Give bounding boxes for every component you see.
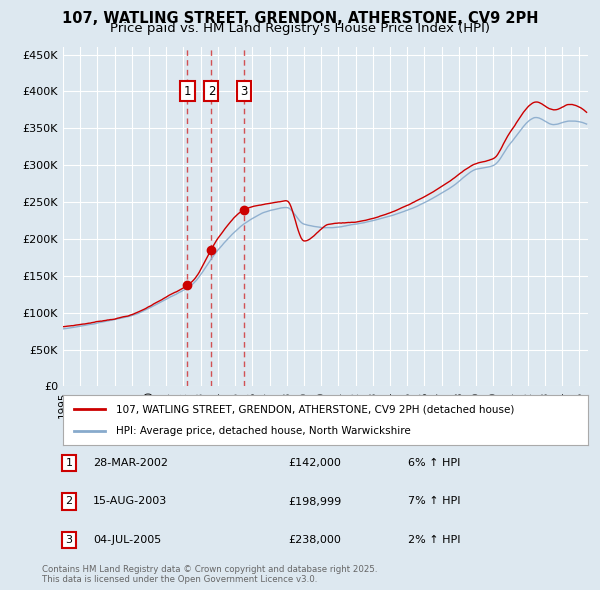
Text: Contains HM Land Registry data © Crown copyright and database right 2025.
This d: Contains HM Land Registry data © Crown c… <box>42 565 377 584</box>
Text: 3: 3 <box>65 535 73 545</box>
Text: 7% ↑ HPI: 7% ↑ HPI <box>408 497 461 506</box>
Text: £238,000: £238,000 <box>288 535 341 545</box>
Text: £142,000: £142,000 <box>288 458 341 468</box>
Text: £198,999: £198,999 <box>288 497 341 506</box>
Text: 1: 1 <box>65 458 73 468</box>
Text: 15-AUG-2003: 15-AUG-2003 <box>93 497 167 506</box>
Text: 1: 1 <box>184 85 191 98</box>
Text: 3: 3 <box>240 85 247 98</box>
Text: 04-JUL-2005: 04-JUL-2005 <box>93 535 161 545</box>
Text: 2% ↑ HPI: 2% ↑ HPI <box>408 535 461 545</box>
Text: 2: 2 <box>208 85 215 98</box>
Text: 2: 2 <box>65 497 73 506</box>
Text: Price paid vs. HM Land Registry's House Price Index (HPI): Price paid vs. HM Land Registry's House … <box>110 22 490 35</box>
Text: 107, WATLING STREET, GRENDON, ATHERSTONE, CV9 2PH: 107, WATLING STREET, GRENDON, ATHERSTONE… <box>62 11 538 25</box>
Text: HPI: Average price, detached house, North Warwickshire: HPI: Average price, detached house, Nort… <box>115 427 410 437</box>
Text: 6% ↑ HPI: 6% ↑ HPI <box>408 458 460 468</box>
Text: 107, WATLING STREET, GRENDON, ATHERSTONE, CV9 2PH (detached house): 107, WATLING STREET, GRENDON, ATHERSTONE… <box>115 404 514 414</box>
Text: 28-MAR-2002: 28-MAR-2002 <box>93 458 168 468</box>
